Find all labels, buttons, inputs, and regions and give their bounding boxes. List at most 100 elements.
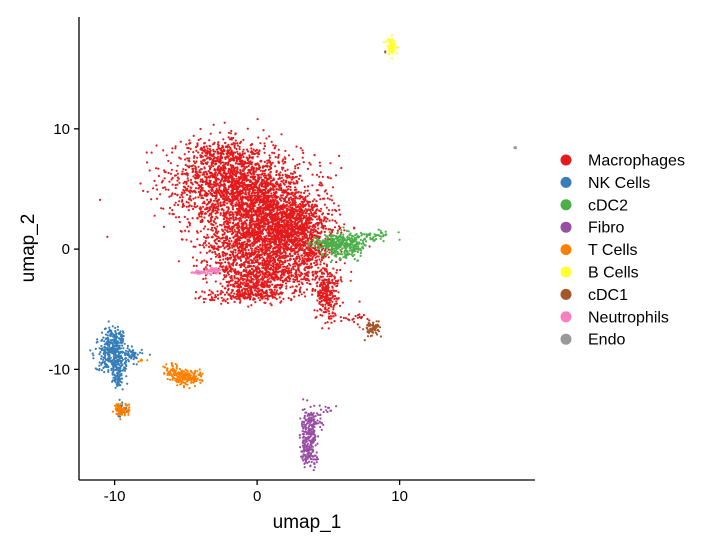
data-point	[257, 203, 260, 206]
data-point	[190, 165, 193, 168]
data-point	[303, 275, 306, 279]
data-point	[257, 263, 260, 266]
data-point	[244, 252, 247, 255]
data-point	[201, 173, 204, 176]
data-point	[278, 174, 281, 177]
data-point	[296, 226, 299, 229]
data-point	[221, 228, 224, 231]
data-point	[309, 230, 312, 233]
data-point	[222, 195, 226, 198]
data-point	[218, 186, 221, 189]
data-point	[259, 182, 262, 185]
data-point	[221, 191, 224, 194]
data-point	[235, 201, 238, 204]
data-point	[229, 217, 232, 220]
data-point	[259, 225, 262, 228]
data-point	[187, 209, 190, 212]
data-point	[314, 234, 317, 237]
data-point	[209, 174, 212, 177]
data-point	[269, 266, 273, 270]
data-point	[207, 236, 210, 239]
data-point	[214, 222, 217, 225]
data-point	[231, 206, 234, 209]
data-point	[244, 269, 247, 272]
data-point	[327, 209, 331, 212]
data-point	[204, 212, 207, 215]
data-point	[194, 168, 197, 171]
data-point	[245, 224, 248, 227]
data-point	[248, 171, 251, 174]
data-point	[286, 280, 289, 283]
data-point	[294, 278, 297, 281]
data-point	[232, 185, 235, 188]
data-point	[268, 161, 271, 164]
data-point	[230, 228, 234, 231]
data-point	[227, 136, 230, 139]
data-point	[261, 241, 264, 244]
data-point	[368, 245, 371, 248]
data-point	[224, 268, 227, 271]
data-point	[281, 205, 284, 208]
data-point	[250, 226, 253, 229]
data-point	[313, 278, 316, 281]
data-point	[259, 222, 263, 225]
data-point	[309, 237, 312, 240]
data-point	[259, 160, 263, 163]
data-point	[208, 214, 211, 217]
data-point	[192, 151, 195, 154]
data-point	[211, 194, 214, 198]
data-point	[236, 187, 239, 190]
data-point	[310, 228, 313, 231]
data-point	[222, 174, 225, 177]
data-point	[218, 198, 221, 201]
data-point	[200, 168, 203, 171]
data-point	[303, 200, 306, 203]
data-point	[288, 197, 291, 200]
data-point	[334, 219, 337, 223]
data-point	[224, 186, 227, 189]
data-point	[202, 242, 205, 245]
data-point	[160, 207, 163, 210]
data-point	[226, 226, 229, 229]
data-point	[267, 195, 270, 198]
data-point	[228, 225, 231, 228]
data-point	[218, 192, 221, 195]
data-point	[253, 249, 256, 252]
data-point	[302, 151, 305, 155]
data-point	[312, 215, 315, 218]
data-point	[260, 216, 263, 219]
data-point	[252, 178, 255, 181]
data-point	[179, 140, 182, 143]
data-point	[265, 165, 268, 168]
data-point	[248, 154, 251, 157]
data-point	[260, 238, 263, 241]
data-point	[299, 245, 302, 248]
data-point	[277, 243, 280, 247]
data-point	[161, 179, 164, 182]
data-point	[274, 190, 278, 193]
data-point	[291, 191, 294, 194]
data-point	[339, 213, 342, 216]
data-point	[209, 217, 212, 220]
data-point	[304, 233, 307, 236]
data-point	[325, 263, 328, 266]
data-point	[157, 167, 160, 170]
data-point	[331, 219, 334, 222]
data-point	[259, 244, 262, 247]
data-point	[199, 251, 202, 254]
data-point	[276, 278, 279, 281]
data-point	[197, 151, 200, 154]
data-point	[288, 280, 291, 283]
data-point	[263, 275, 266, 278]
data-point	[291, 172, 294, 175]
data-point	[234, 139, 237, 142]
data-point	[205, 260, 208, 263]
data-point	[192, 207, 195, 211]
data-point	[335, 261, 338, 264]
data-point	[327, 228, 330, 231]
data-point	[177, 177, 180, 180]
data-point	[269, 180, 272, 183]
data-point	[233, 177, 236, 180]
data-point	[238, 203, 241, 206]
data-point	[281, 194, 284, 197]
